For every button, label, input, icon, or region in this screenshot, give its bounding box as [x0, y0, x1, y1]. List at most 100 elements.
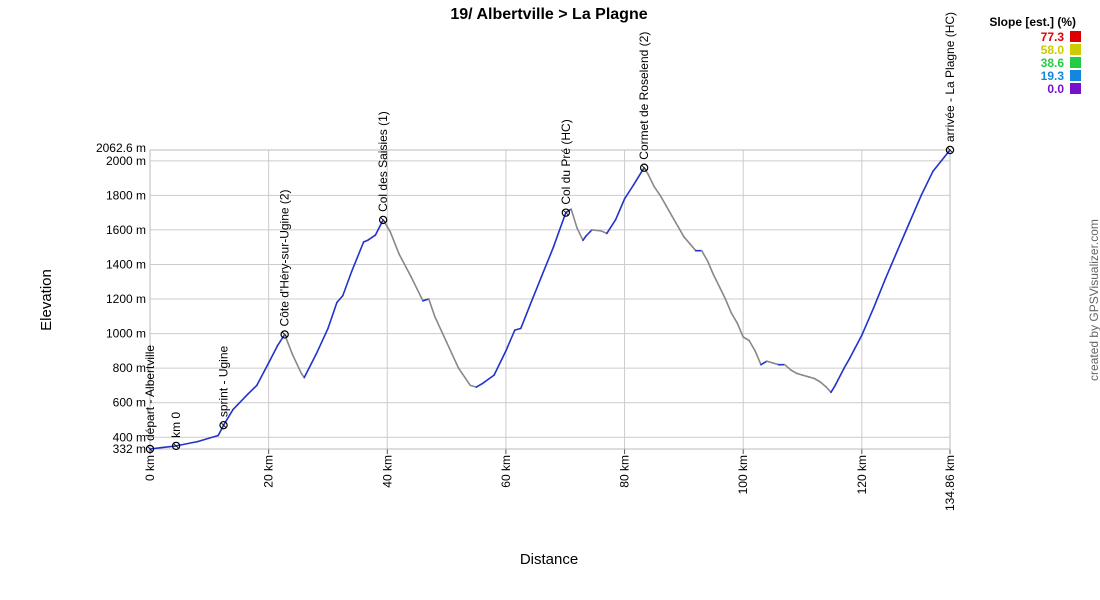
elevation-segment: [327, 301, 338, 330]
plot-frame: [149, 149, 951, 450]
elevation-segment: [872, 277, 887, 309]
x-tick-label: 80 km: [618, 455, 632, 488]
elevation-segment: [540, 246, 555, 278]
elevation-segment: [614, 198, 626, 221]
y-tick-label: 1000 m: [106, 327, 146, 341]
elevation-segment: [433, 315, 448, 344]
elevation-segment: [830, 384, 837, 394]
elevation-segment: [591, 229, 602, 232]
elevation-segment: [422, 298, 430, 302]
elevation-segment: [688, 242, 697, 252]
elevation-segment: [247, 384, 258, 395]
y-tick-label: 800 m: [113, 361, 146, 375]
y-tick-label: 2062.6 m: [96, 141, 146, 155]
elevation-segment: [585, 229, 593, 237]
waypoint-marker-cross: [563, 209, 569, 216]
waypoint-marker-cross: [173, 443, 179, 449]
elevation-segment: [161, 445, 177, 449]
elevation-segment: [276, 333, 286, 347]
elevation-segment: [700, 249, 709, 262]
elevation-segment: [374, 219, 384, 236]
elevation-segment: [232, 393, 249, 411]
waypoint-label: Col des Saisies (1): [376, 111, 390, 212]
elevation-segment: [552, 211, 567, 248]
elevation-segment: [605, 218, 617, 235]
waypoint-marker: [145, 444, 155, 454]
waypoint-marker: [280, 330, 289, 339]
elevation-segment: [291, 353, 303, 375]
elevation-segment: [677, 225, 685, 238]
legend-swatch: [1070, 31, 1081, 42]
waypoint-marker: [378, 215, 388, 225]
x-tick-label: 134.86 km: [943, 455, 957, 511]
elevation-segment: [736, 322, 745, 338]
elevation-segment: [149, 446, 163, 450]
elevation-segment: [255, 362, 270, 387]
x-tick-label: 60 km: [499, 455, 513, 488]
elevation-segment: [481, 374, 495, 385]
elevation-segment: [834, 367, 845, 387]
waypoint-marker-cross: [641, 164, 647, 171]
elevation-segment: [754, 350, 762, 366]
elevation-segment: [789, 369, 798, 375]
x-tick-labels: 0 km 20 km 40 km 60 km 80 km 100 km 120 km 134.…: [143, 455, 957, 511]
legend-swatch: [1070, 57, 1081, 68]
legend-value: 38.6: [1041, 56, 1065, 70]
y-tick-label: 400 m: [113, 430, 146, 444]
waypoint-marker-cross: [220, 422, 227, 428]
waypoint-marker-cross: [147, 446, 153, 452]
elevation-segment: [671, 215, 679, 228]
elevation-segment: [659, 194, 667, 207]
elevation-line: [149, 149, 951, 450]
y-tick-label: 2000 m: [106, 154, 146, 168]
waypoint-marker-cross: [380, 217, 386, 223]
elevation-segment: [801, 374, 810, 378]
elevation-segment: [772, 362, 780, 366]
chart-title: 19/ Albertville > La Plagne: [450, 6, 647, 23]
elevation-segment: [813, 377, 822, 383]
elevation-segment: [766, 360, 774, 364]
credit-text: created by GPSVisualizer.com: [1087, 219, 1100, 381]
waypoint-label: Côte d'Héry-sur-Ugine (2): [278, 189, 292, 326]
waypoint-marker-cross: [947, 147, 953, 153]
elevation-segment: [350, 241, 365, 273]
legend-value: 0.0: [1047, 82, 1064, 96]
elevation-segment: [932, 149, 951, 172]
elevation-segment: [783, 363, 792, 371]
legend-swatch: [1070, 44, 1081, 55]
elevation-segment: [570, 208, 578, 229]
x-tick-label: 40 km: [380, 455, 394, 488]
legend-value: 58.0: [1041, 43, 1065, 57]
elevation-segment: [315, 327, 329, 356]
legend-title: Slope [est.] (%): [989, 15, 1076, 29]
elevation-segment: [665, 204, 673, 217]
y-tick-label: 1800 m: [106, 188, 146, 202]
waypoint-marker: [945, 145, 955, 155]
elevation-segment: [920, 170, 934, 197]
waypoint-marker: [171, 441, 181, 451]
elevation-segment: [819, 381, 828, 388]
waypoint-marker: [561, 208, 571, 217]
elevation-segment: [748, 339, 756, 352]
elevation-segment: [445, 341, 460, 369]
waypoint-label: Col du Pré (HC): [559, 119, 573, 204]
grid-layer: [149, 149, 951, 454]
elevation-segment: [303, 353, 317, 379]
y-tick-label: 1200 m: [106, 292, 146, 306]
legend-value: 77.3: [1041, 30, 1065, 44]
elevation-segment: [706, 260, 715, 276]
x-tick-label: 100 km: [736, 455, 750, 494]
elevation-segment: [896, 222, 911, 252]
y-tick-label: 1400 m: [106, 257, 146, 271]
elevation-segment: [599, 230, 608, 235]
elevation-segment: [825, 386, 832, 394]
elevation-segment: [513, 327, 522, 331]
legend-value: 19.3: [1041, 69, 1065, 83]
elevation-segment: [623, 184, 635, 200]
waypoint-label: départ - Albertville: [143, 345, 157, 441]
elevation-segment: [712, 273, 721, 288]
elevation-segment: [475, 382, 484, 388]
x-tick-label: 120 km: [855, 455, 869, 494]
